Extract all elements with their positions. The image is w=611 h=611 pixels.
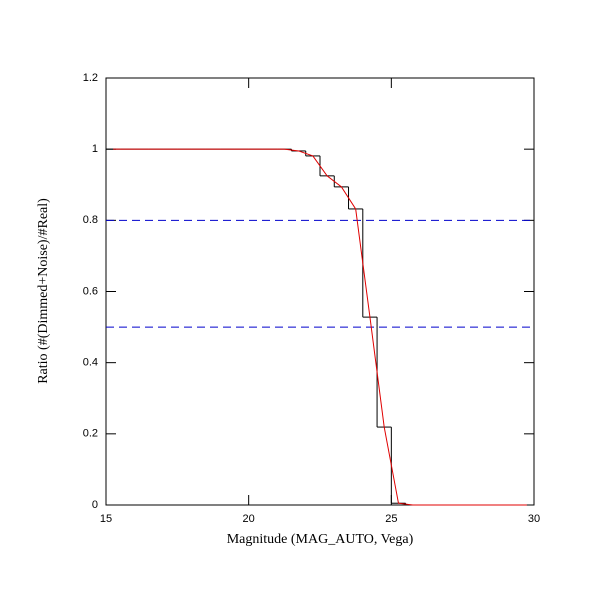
y-tick-label: 0.2 [83, 428, 98, 440]
y-axis-label: Ratio (#(Dimmed+Noise)/#Real) [36, 198, 51, 384]
y-tick-label: 0.8 [83, 214, 98, 226]
x-tick-label: 15 [100, 513, 112, 525]
x-tick-label: 30 [528, 513, 540, 525]
fit-line [113, 148, 527, 506]
x-tick-label: 25 [385, 513, 397, 525]
y-tick-label: 0.6 [83, 285, 98, 297]
y-tick-label: 1 [92, 143, 98, 155]
y-tick-label: 0 [92, 499, 98, 511]
x-tick-label: 20 [243, 513, 255, 525]
y-tick-label: 1.2 [83, 72, 98, 84]
y-tick-label: 0.4 [83, 357, 98, 369]
x-axis-label: Magnitude (MAG_AUTO, Vega) [227, 532, 414, 547]
